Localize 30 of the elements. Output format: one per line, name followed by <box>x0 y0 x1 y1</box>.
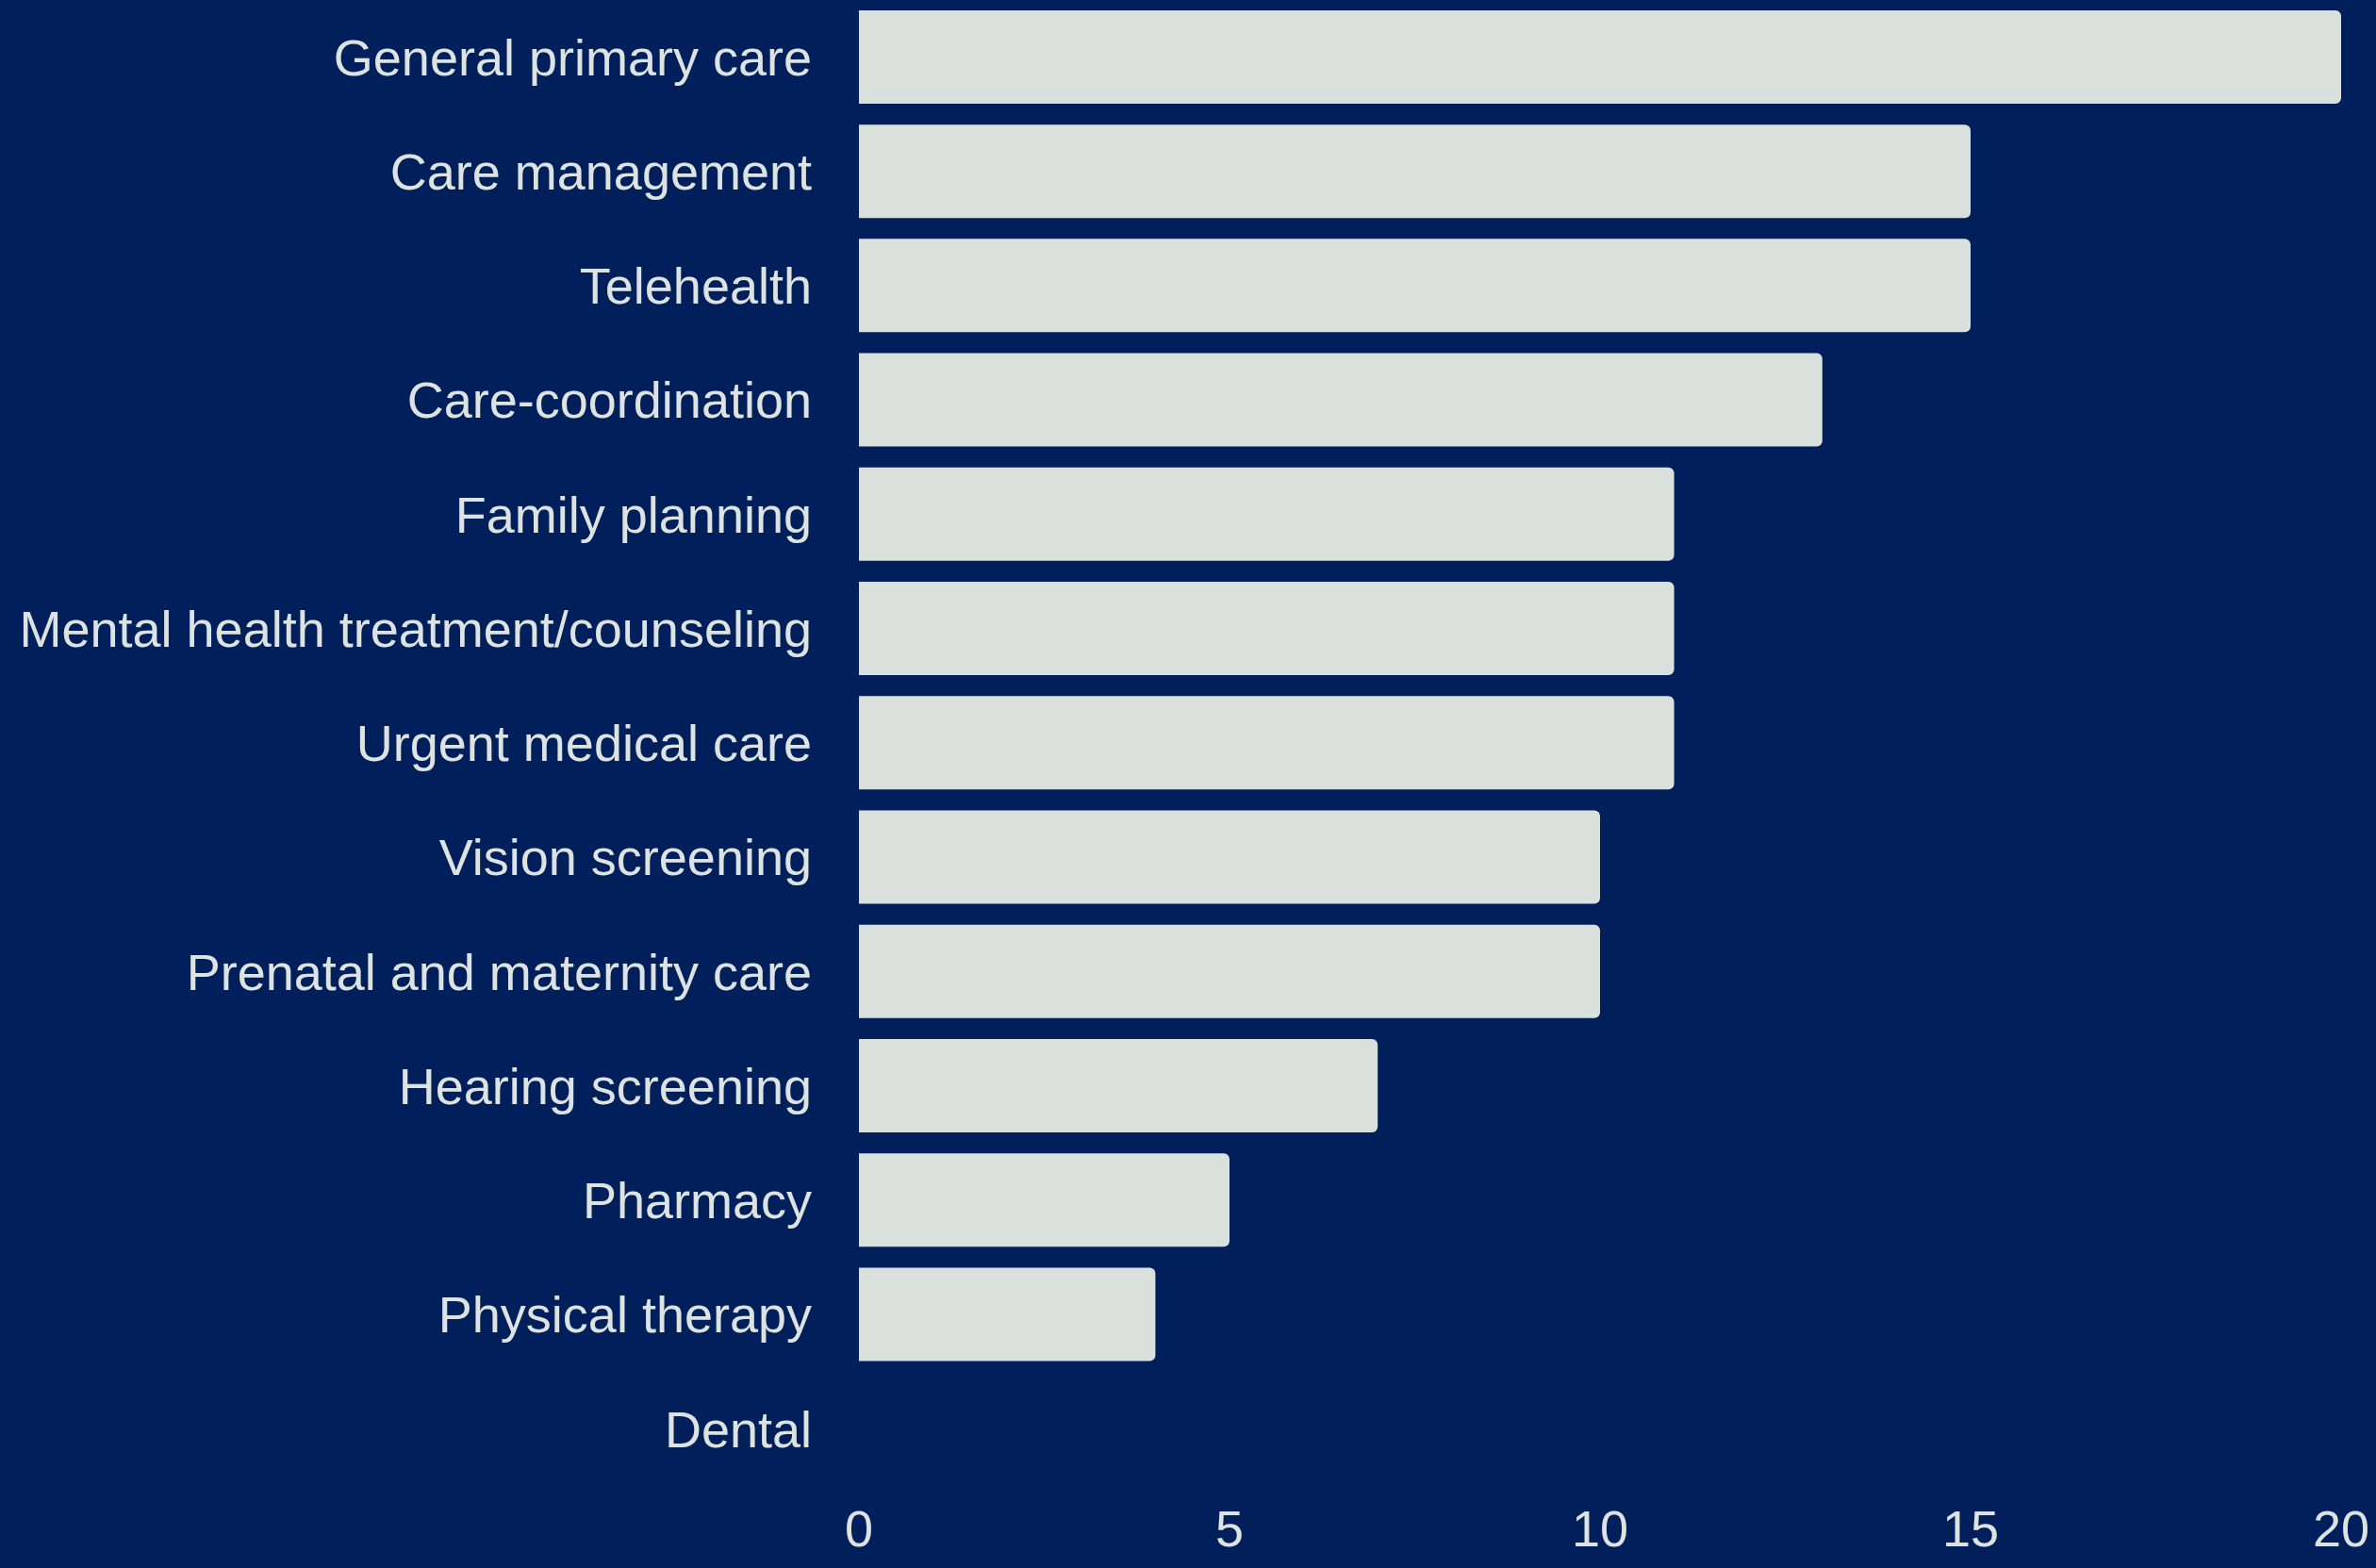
bar <box>859 239 1971 333</box>
bar <box>859 9 2341 104</box>
y-tick-label: Hearing screening <box>398 1057 812 1114</box>
bar <box>859 810 1600 904</box>
bar <box>859 1267 1156 1362</box>
x-tick-label: 15 <box>1941 1500 2000 1558</box>
y-tick-label: Mental health treatment/counseling <box>19 600 812 657</box>
y-tick-label: Care-coordination <box>406 371 812 429</box>
y-tick-label: Care management <box>389 143 812 201</box>
bar <box>859 1153 1229 1247</box>
y-tick-label: Physical therapy <box>437 1286 812 1344</box>
y-tick-label: Urgent medical care <box>355 715 812 772</box>
y-tick-label: Prenatal and maternity care <box>186 943 812 1000</box>
x-tick-label: 20 <box>2312 1500 2370 1558</box>
x-tick-label: 0 <box>844 1500 874 1558</box>
y-tick-label: Telehealth <box>579 257 812 315</box>
bar <box>859 467 1675 561</box>
bar <box>859 1038 1378 1132</box>
bar <box>859 696 1675 790</box>
y-tick-label: Family planning <box>454 486 812 543</box>
y-tick-label: Dental <box>664 1400 812 1458</box>
bar <box>859 582 1675 676</box>
y-tick-label: Pharmacy <box>582 1172 812 1230</box>
x-tick-label: 5 <box>1214 1500 1245 1558</box>
bar <box>859 924 1600 1018</box>
y-tick-label: Vision screening <box>438 829 812 886</box>
bar <box>859 353 1823 447</box>
x-tick-label: 10 <box>1571 1500 1629 1558</box>
y-tick-label: General primary care <box>333 28 812 86</box>
bar <box>859 124 1971 219</box>
